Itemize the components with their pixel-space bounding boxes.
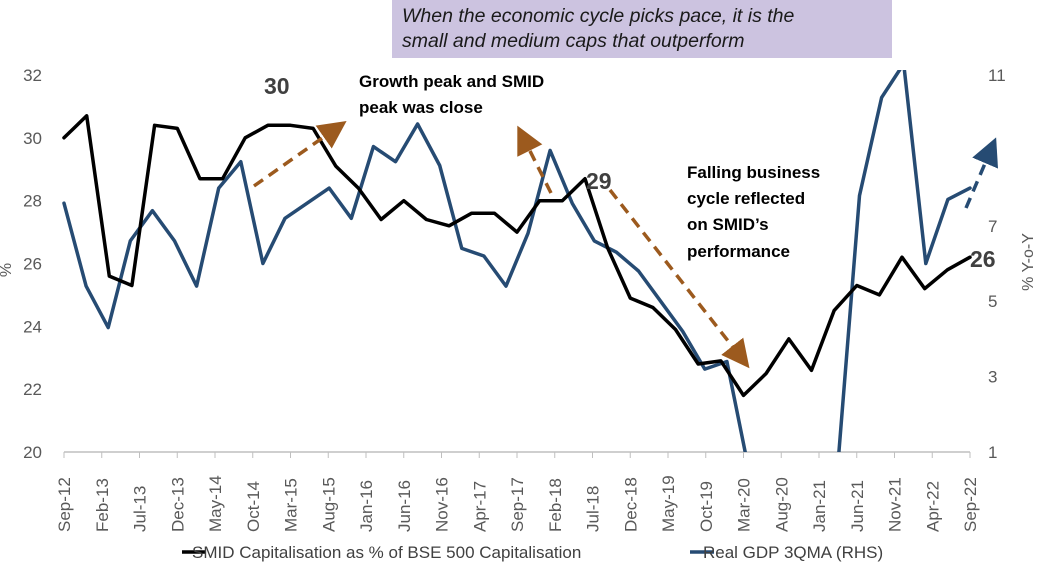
x-tick-label: Feb-18 xyxy=(546,478,565,532)
x-tick-label: Sep-12 xyxy=(55,477,74,532)
x-tick-label: Nov-16 xyxy=(433,477,452,532)
mid-value-label: 29 xyxy=(586,168,612,194)
y-right-tick-label: 11 xyxy=(988,66,1006,85)
x-tick-label: Jul-18 xyxy=(584,486,603,532)
x-tick-label: Aug-20 xyxy=(772,477,791,532)
x-tick-label: Nov-21 xyxy=(886,477,905,532)
x-tick-label: Jan-16 xyxy=(357,480,376,532)
x-tick-label: Dec-18 xyxy=(621,477,640,532)
falling-note-line4: performance xyxy=(687,242,790,261)
y-right-tick-label: 7 xyxy=(988,217,997,236)
x-tick-label: Sep-17 xyxy=(508,477,527,532)
x-tick-label: Oct-14 xyxy=(244,481,263,532)
annotation-arrows xyxy=(252,120,999,369)
x-tick-label: Apr-17 xyxy=(470,481,489,532)
peak-value-label: 30 xyxy=(264,73,290,99)
callout-line-2: small and medium caps that outperform xyxy=(402,30,745,52)
growth-arrow xyxy=(252,120,347,188)
x-tick-label: Jun-16 xyxy=(395,480,414,532)
y-left-tick-label: 26 xyxy=(23,255,42,274)
gdp-rise-arrow xyxy=(964,137,999,209)
y-left-tick-label: 30 xyxy=(23,129,42,148)
x-tick-label: Jun-21 xyxy=(848,480,867,532)
x-tick-label: May-14 xyxy=(206,475,225,532)
x-tick-label: May-19 xyxy=(659,475,678,532)
falling-note-line2: cycle reflected xyxy=(687,189,805,208)
y-right-tick-label: 3 xyxy=(988,368,997,387)
growth-peak-note-line2: peak was close xyxy=(359,98,483,117)
x-tick-label: Mar-20 xyxy=(735,478,754,532)
x-tick-label: Sep-22 xyxy=(961,477,980,532)
callout-line-1: When the economic cycle picks pace, it i… xyxy=(402,5,795,27)
y-left-tick-label: 20 xyxy=(23,443,42,462)
x-tick-label: Apr-22 xyxy=(923,481,942,532)
legend-label-smid: SMID Capitalisation as % of BSE 500 Capi… xyxy=(192,543,581,562)
legend: SMID Capitalisation as % of BSE 500 Capi… xyxy=(182,543,883,562)
y-left-axis-title: % xyxy=(0,263,15,277)
y-right-tick-label: 1 xyxy=(988,443,997,462)
x-tick-label: Jan-21 xyxy=(810,480,829,532)
smid-series-line xyxy=(62,114,972,398)
growth-peak-note-line1: Growth peak and SMID xyxy=(359,72,544,91)
x-tick-label: Aug-15 xyxy=(319,477,338,532)
x-tick-label: Jul-13 xyxy=(131,486,150,532)
y-right-tick-label: 5 xyxy=(988,292,997,311)
y-left-tick-label: 32 xyxy=(23,66,42,85)
y-left-tick-label: 24 xyxy=(23,317,42,336)
falling-note-line1: Falling business xyxy=(687,163,820,182)
peak-arrow xyxy=(517,125,553,194)
end-value-label: 26 xyxy=(970,246,996,272)
callout-box: When the economic cycle picks pace, it i… xyxy=(392,0,892,58)
x-tick-label: Feb-13 xyxy=(93,478,112,532)
gdp-series-line xyxy=(837,70,972,452)
series-layer xyxy=(62,70,972,452)
y-right-axis-title: % Y-o-Y xyxy=(1020,233,1037,291)
axes: Sep-12 Feb-13 Jul-13 Dec-13 May-14 Oct-14 Mar-… xyxy=(0,66,1037,532)
x-tick-label: Oct-19 xyxy=(697,481,716,532)
y-left-tick-label: 28 xyxy=(23,192,42,211)
falling-note-line3: on SMID’s xyxy=(687,215,769,234)
legend-label-gdp: Real GDP 3QMA (RHS) xyxy=(703,543,883,562)
x-tick-label: Mar-15 xyxy=(282,478,301,532)
x-tick-label: Dec-13 xyxy=(168,477,187,532)
y-left-tick-label: 22 xyxy=(23,380,42,399)
gdp-series-line xyxy=(62,122,747,452)
